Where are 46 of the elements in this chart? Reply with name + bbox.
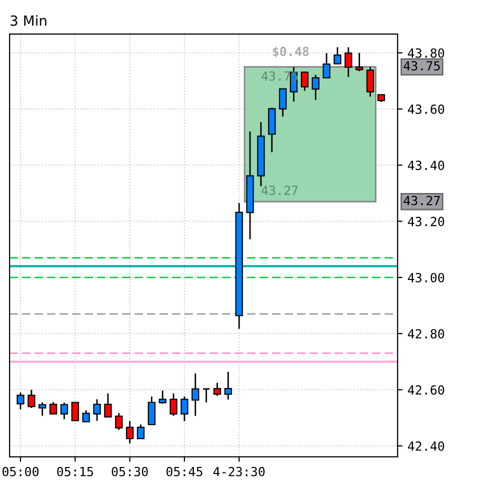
x-tick-label: 05:15 [57, 466, 93, 476]
candlestick [126, 420, 134, 444]
candlestick [213, 382, 222, 397]
annotation: 43.27 [262, 186, 298, 196]
candlestick [366, 66, 374, 98]
y-tick-label: 43.20 [408, 216, 444, 226]
y-tick-label: 42.80 [408, 329, 444, 339]
candlestick [192, 372, 200, 417]
candlestick [170, 392, 178, 417]
candlestick [49, 401, 58, 415]
candlestick [334, 46, 342, 64]
candlestick [224, 371, 232, 400]
candlestick [82, 410, 90, 423]
y-tick-label: 42.60 [408, 385, 444, 395]
candlestick [38, 402, 46, 417]
annotation: $0.48 [272, 46, 309, 58]
candlestick [136, 424, 145, 440]
candlestick [28, 389, 36, 409]
candlestick [355, 52, 364, 72]
text: 43.27 [404, 196, 440, 206]
candlestick [115, 412, 123, 431]
x-tick-label: 05:45 [166, 466, 202, 476]
candlestick [312, 74, 320, 101]
y-tick-label: 43.00 [408, 272, 444, 282]
candlestick [104, 392, 112, 418]
candlestick [16, 392, 24, 410]
candlestick [158, 390, 166, 404]
candlestick [93, 398, 101, 422]
y-tick-label: 43.80 [408, 48, 444, 58]
y-tick-label: 43.40 [408, 160, 444, 170]
text: 43.75 [404, 61, 440, 71]
y-tick-label: 43.60 [408, 104, 444, 114]
candlestick [60, 402, 68, 420]
candlestick [148, 396, 156, 426]
x-tick-label: 4-23:30 [213, 466, 265, 476]
y-tick-label: 42.40 [408, 441, 444, 451]
candlestick [300, 71, 309, 92]
x-tick-label: 05:30 [112, 466, 148, 476]
candlestick [180, 396, 188, 422]
chart-title: 3 Min [10, 15, 46, 26]
candlestick [71, 402, 79, 422]
candlestick [344, 46, 352, 78]
candlestick [278, 88, 287, 118]
candlestick [202, 388, 210, 404]
candlestick [322, 52, 330, 79]
x-tick-label: 05:00 [2, 466, 39, 476]
